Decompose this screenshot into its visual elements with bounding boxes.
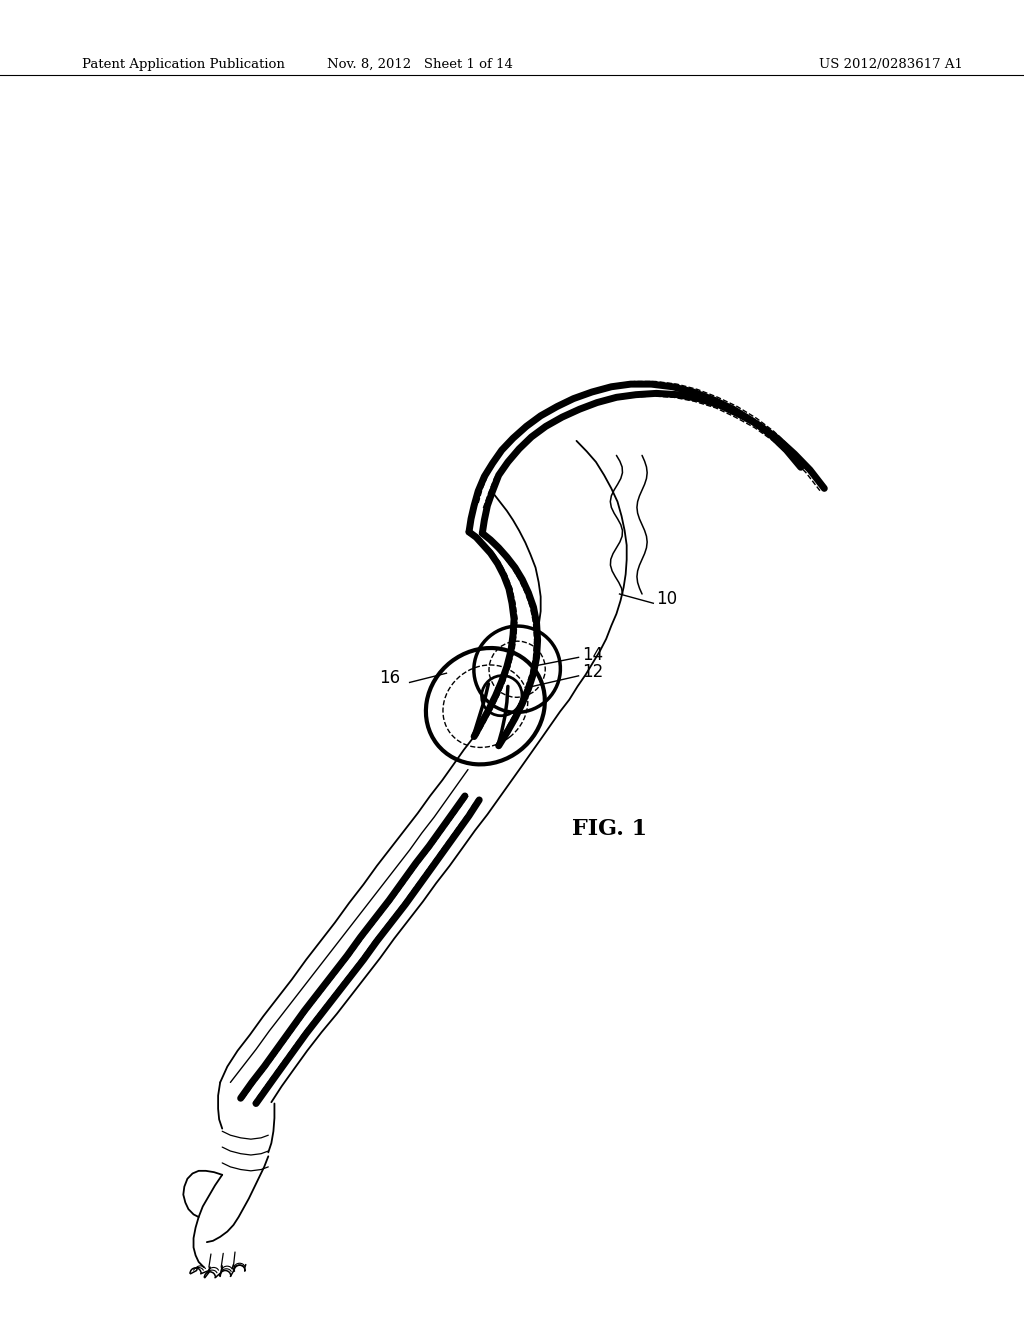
Text: FIG. 1: FIG. 1: [571, 818, 647, 840]
Polygon shape: [241, 796, 479, 1104]
Polygon shape: [469, 532, 538, 746]
Text: 16: 16: [379, 669, 400, 688]
Text: 12: 12: [582, 663, 603, 681]
Text: 14: 14: [582, 645, 603, 664]
Text: Patent Application Publication: Patent Application Publication: [82, 58, 285, 71]
Text: US 2012/0283617 A1: US 2012/0283617 A1: [819, 58, 963, 71]
Text: Nov. 8, 2012   Sheet 1 of 14: Nov. 8, 2012 Sheet 1 of 14: [327, 58, 513, 71]
Polygon shape: [469, 384, 824, 533]
Text: 10: 10: [656, 590, 678, 609]
